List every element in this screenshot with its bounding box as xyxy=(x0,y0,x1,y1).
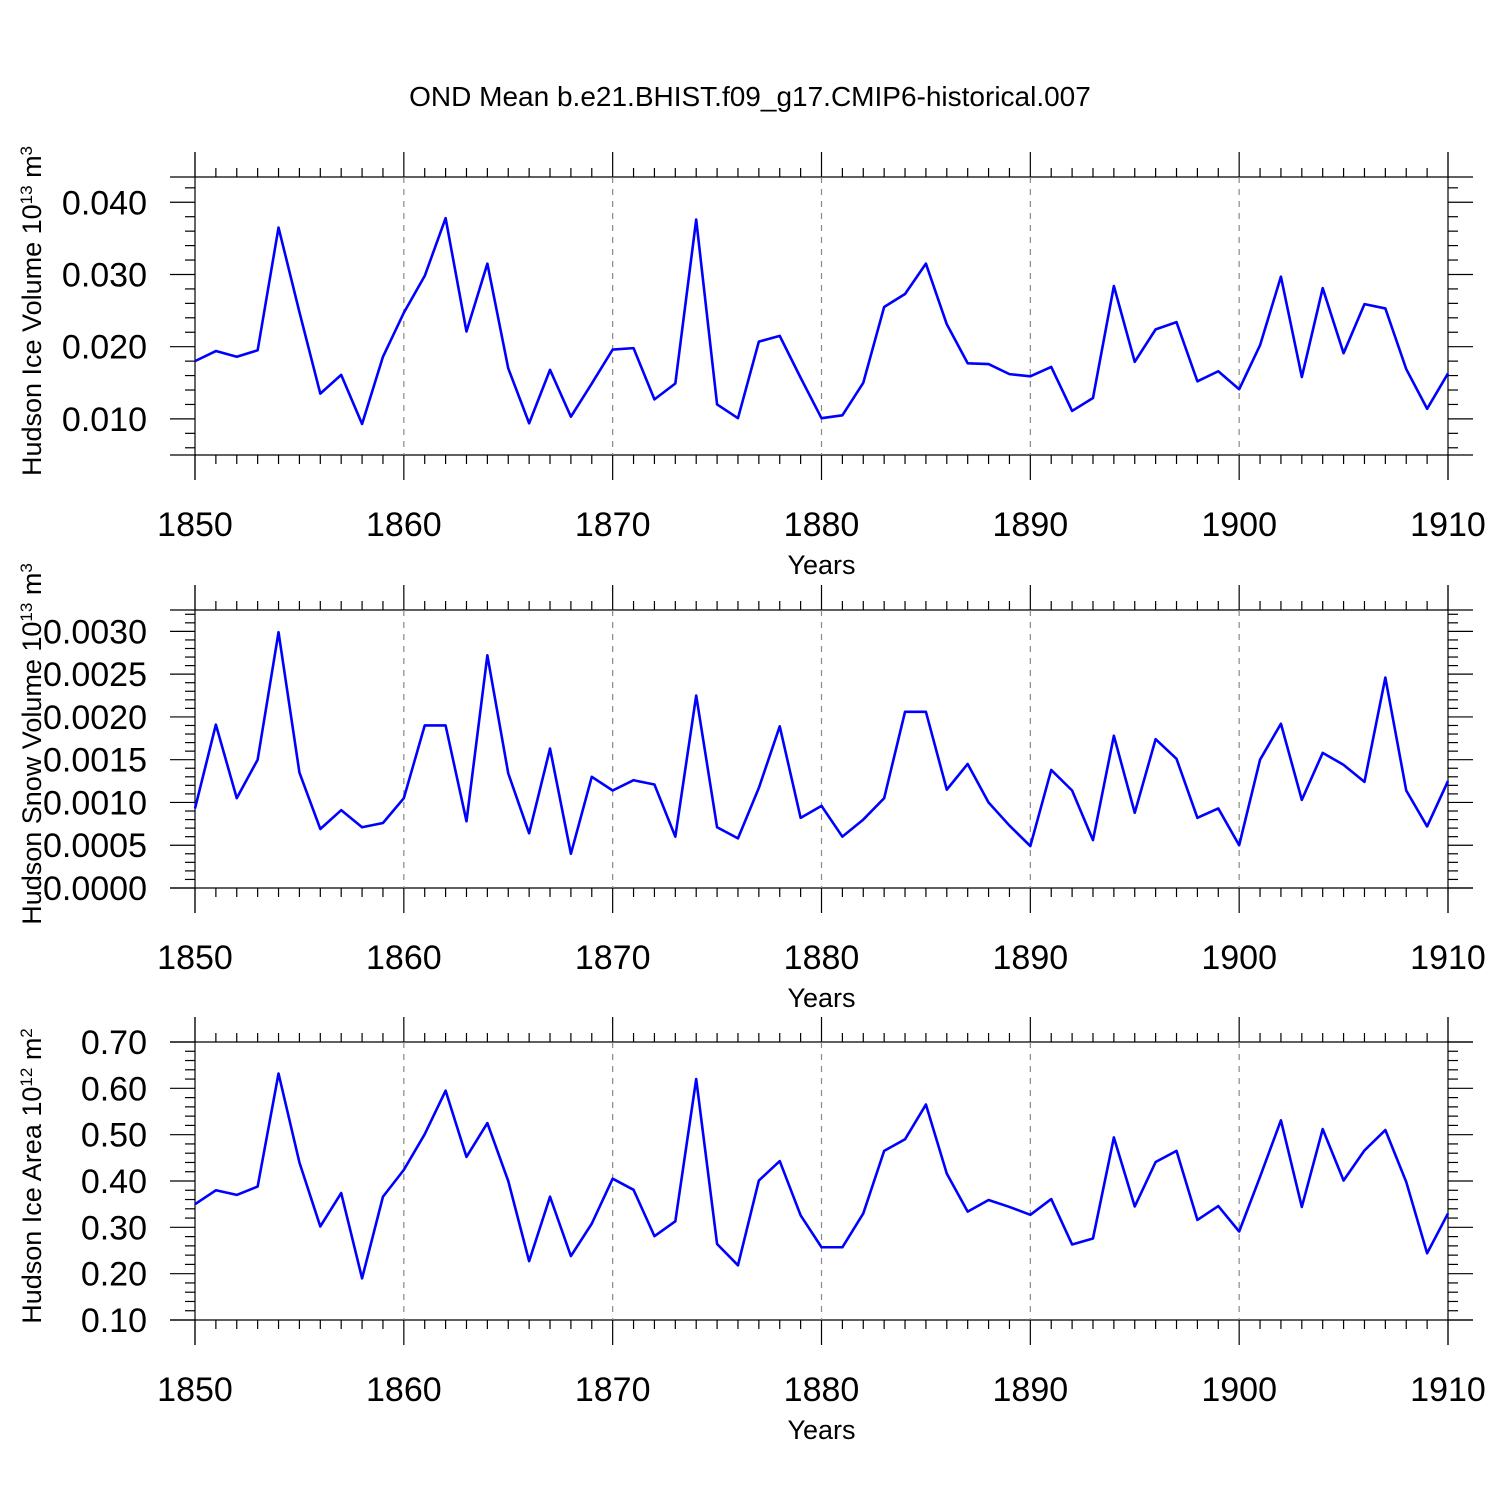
y-tick-label: 0.50 xyxy=(81,1117,147,1155)
y-axis-title-text: m xyxy=(17,155,47,185)
x-tick-label: 1870 xyxy=(575,506,651,544)
x-tick-label: 1850 xyxy=(157,1371,233,1409)
x-tick-label: 1850 xyxy=(157,939,233,977)
y-tick-label: 0.0005 xyxy=(43,827,147,865)
y-axis-title-text: m xyxy=(17,573,47,603)
x-tick-label: 1890 xyxy=(993,1371,1069,1409)
x-tick-label: 1880 xyxy=(784,506,860,544)
x-axis-title: Years xyxy=(787,550,855,580)
x-tick-label: 1890 xyxy=(993,506,1069,544)
y-axis-title-text: Hudson Ice Area 10 xyxy=(17,1087,47,1324)
x-axis-title: Years xyxy=(787,983,855,1013)
x-tick-label: 1890 xyxy=(993,939,1069,977)
x-tick-label: 1900 xyxy=(1201,939,1277,977)
y-axis-title-superscript: 12 xyxy=(17,1068,36,1087)
x-tick-label: 1870 xyxy=(575,1371,651,1409)
x-axis-title: Years xyxy=(787,1415,855,1445)
x-tick-label: 1870 xyxy=(575,939,651,977)
y-axis-title-superscript: 13 xyxy=(17,603,36,622)
y-axis-title-superscript: 3 xyxy=(17,563,36,572)
y-tick-label: 0.020 xyxy=(62,329,147,367)
x-tick-label: 1860 xyxy=(366,506,442,544)
x-tick-label: 1900 xyxy=(1201,506,1277,544)
y-tick-label: 0.010 xyxy=(62,401,147,439)
x-tick-label: 1900 xyxy=(1201,1371,1277,1409)
y-tick-label: 0.0000 xyxy=(43,870,147,908)
y-tick-label: 0.70 xyxy=(81,1024,147,1062)
y-tick-label: 0.030 xyxy=(62,256,147,294)
x-tick-label: 1910 xyxy=(1410,939,1486,977)
y-axis-title-text: m xyxy=(17,1038,47,1068)
y-tick-label: 0.20 xyxy=(81,1256,147,1294)
x-tick-label: 1860 xyxy=(366,1371,442,1409)
y-tick-label: 0.0025 xyxy=(43,656,147,694)
x-tick-label: 1850 xyxy=(157,506,233,544)
x-tick-label: 1910 xyxy=(1410,506,1486,544)
y-tick-label: 0.10 xyxy=(81,1302,147,1340)
x-tick-label: 1910 xyxy=(1410,1371,1486,1409)
y-tick-label: 0.40 xyxy=(81,1163,147,1201)
y-axis-title: Hudson Snow Volume 1013 m3 xyxy=(17,563,47,925)
y-tick-label: 0.0020 xyxy=(43,699,147,737)
series-line xyxy=(193,630,1450,856)
panels: 1850 1860 1870 1880 1890 1900 1910 0.010 0.020 0.… xyxy=(17,146,1486,1445)
x-tick-label: 1880 xyxy=(784,1371,860,1409)
y-axis-title: Hudson Ice Area 1012 m2 xyxy=(17,1028,47,1324)
y-tick-label: 0.040 xyxy=(62,184,147,222)
y-tick-label: 0.0015 xyxy=(43,742,147,780)
series-line xyxy=(194,216,1450,426)
chart-panel-3: 1850 1860 1870 1880 1890 1900 1910 0.10 0.20 0.30… xyxy=(17,1017,1486,1445)
x-tick-label: 1860 xyxy=(366,939,442,977)
y-tick-label: 0.0010 xyxy=(43,784,147,822)
y-tick-label: 0.60 xyxy=(81,1070,147,1108)
y-axis-title: Hudson Ice Volume 1013 m3 xyxy=(17,146,47,476)
x-tick-label: 1880 xyxy=(784,939,860,977)
chart-panel-1: 1850 1860 1870 1880 1890 1900 1910 0.010 0.020 0.… xyxy=(17,146,1486,580)
chart-title: OND Mean b.e21.BHIST.f09_g17.CMIP6-histo… xyxy=(409,81,1091,112)
y-axis-title-superscript: 13 xyxy=(17,185,36,204)
y-tick-label: 0.0030 xyxy=(43,613,147,651)
y-axis-title-superscript: 2 xyxy=(17,1028,36,1037)
chart-panel-2: 1850 1860 1870 1880 1890 1900 1910 0.0000 0.0005… xyxy=(17,563,1486,1013)
y-axis-title-text: Hudson Snow Volume 10 xyxy=(17,622,47,925)
y-axis-title-text: Hudson Ice Volume 10 xyxy=(17,204,47,476)
y-axis-title-superscript: 3 xyxy=(17,146,36,155)
y-tick-label: 0.30 xyxy=(81,1209,147,1247)
series-line xyxy=(194,1072,1450,1280)
